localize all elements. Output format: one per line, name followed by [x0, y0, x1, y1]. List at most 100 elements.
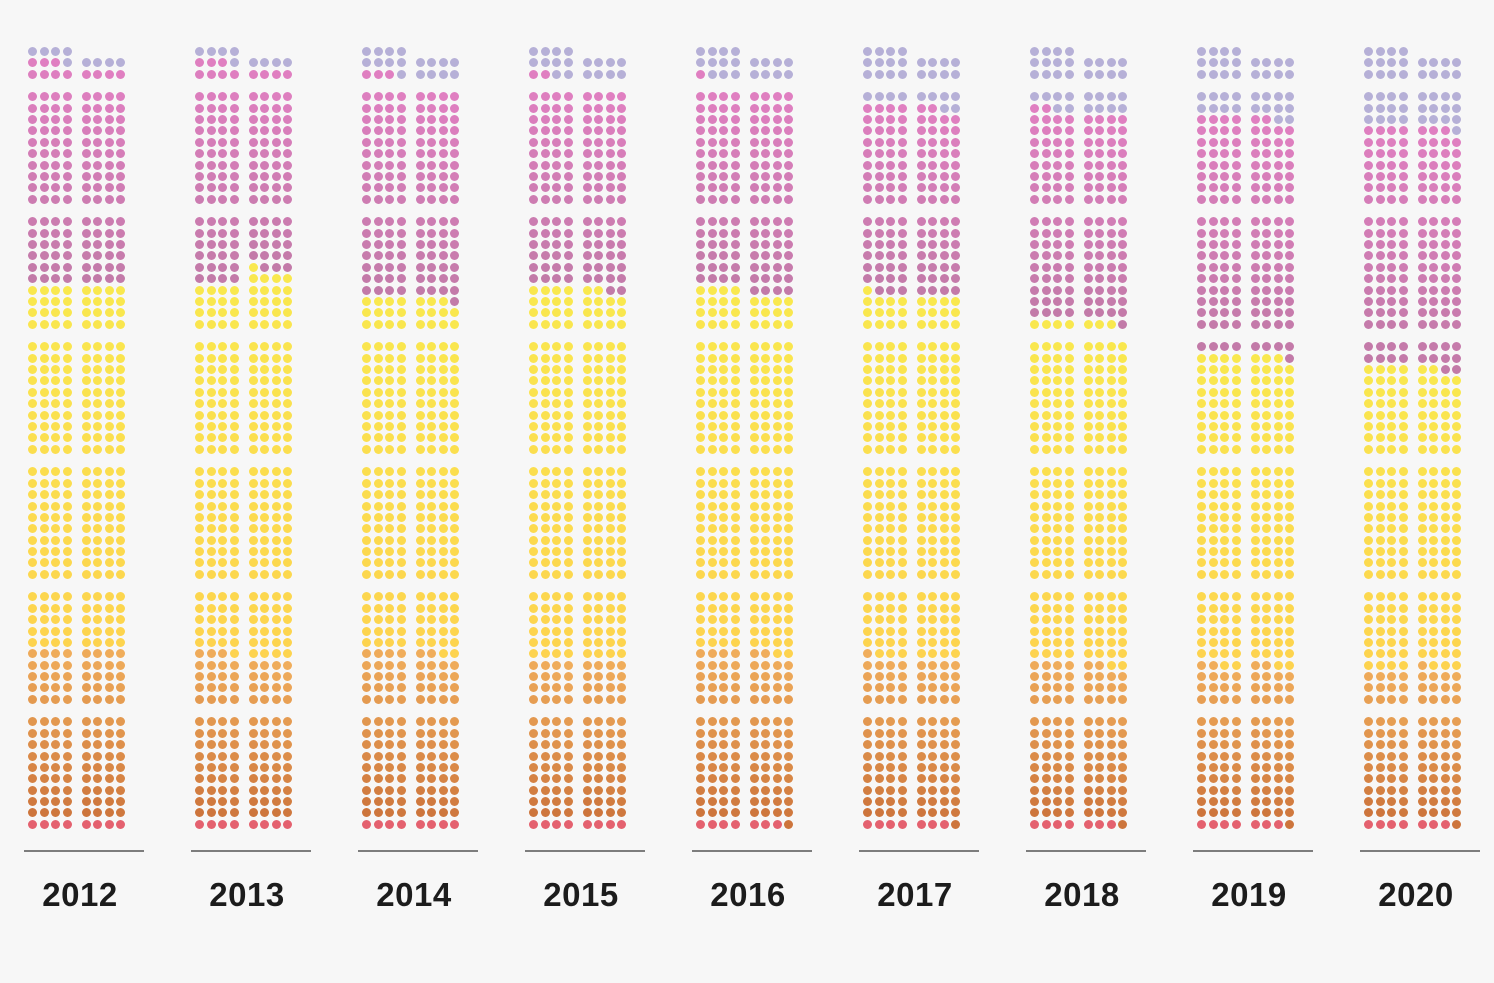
dot — [1106, 126, 1116, 136]
dot — [1030, 717, 1039, 727]
dot — [1106, 751, 1116, 761]
dot — [1220, 228, 1229, 238]
dot — [1231, 490, 1241, 500]
dot — [206, 797, 216, 807]
dot — [897, 410, 907, 420]
dot — [1398, 637, 1408, 647]
dot — [951, 376, 960, 386]
dot — [1398, 240, 1408, 250]
dot — [260, 490, 269, 500]
dot — [1417, 751, 1427, 761]
dot — [39, 399, 49, 409]
dot — [438, 558, 448, 568]
dot — [28, 728, 37, 738]
dot — [1197, 603, 1206, 613]
dot — [552, 558, 561, 568]
dot — [1083, 569, 1093, 579]
dot — [218, 683, 227, 693]
dot — [719, 92, 728, 102]
year-underline — [358, 849, 478, 852]
dot — [749, 58, 759, 68]
dot — [761, 183, 770, 193]
dot — [1398, 819, 1408, 829]
dot — [104, 149, 114, 159]
dot-block — [582, 58, 626, 79]
dot — [772, 262, 782, 272]
dot — [385, 512, 394, 522]
dot — [218, 762, 227, 772]
dot — [719, 103, 728, 113]
dot — [206, 774, 216, 784]
dot — [1250, 137, 1260, 147]
dot — [415, 183, 425, 193]
dot — [617, 410, 626, 420]
dot — [39, 740, 49, 750]
dot — [1095, 728, 1104, 738]
dot-column-pair — [863, 47, 967, 829]
dot — [916, 478, 926, 488]
dot — [1417, 115, 1427, 125]
dot — [1452, 535, 1461, 545]
dot — [271, 524, 281, 534]
dot — [563, 126, 573, 136]
dot — [719, 478, 728, 488]
dot — [784, 535, 793, 545]
dot — [373, 376, 383, 386]
dot — [928, 683, 937, 693]
dot — [1220, 172, 1229, 182]
dot — [1429, 422, 1438, 432]
dot — [719, 524, 728, 534]
dot — [1064, 262, 1074, 272]
dot — [28, 524, 37, 534]
dot — [373, 512, 383, 522]
dot — [897, 535, 907, 545]
dot — [1262, 512, 1271, 522]
dot — [951, 637, 960, 647]
dot — [730, 467, 740, 477]
dot — [916, 376, 926, 386]
dot — [1095, 58, 1104, 68]
dot — [362, 297, 371, 307]
dot — [605, 115, 615, 125]
dot — [582, 524, 592, 534]
dot — [552, 592, 561, 602]
dot — [415, 194, 425, 204]
dot — [874, 399, 884, 409]
dot — [51, 467, 60, 477]
dot — [916, 365, 926, 375]
dot — [1452, 626, 1461, 636]
dot-block — [1083, 217, 1127, 329]
dot — [1083, 183, 1093, 193]
dot — [385, 410, 394, 420]
dot — [81, 399, 91, 409]
dot — [271, 217, 281, 227]
dot — [605, 797, 615, 807]
dot — [415, 353, 425, 363]
dot — [1118, 797, 1127, 807]
dot — [427, 228, 436, 238]
dot — [1041, 297, 1051, 307]
dot — [438, 478, 448, 488]
dot — [863, 683, 872, 693]
dot — [1208, 194, 1218, 204]
dot — [951, 444, 960, 454]
dot — [1440, 558, 1450, 568]
dot — [540, 319, 550, 329]
dot — [385, 399, 394, 409]
dot — [540, 160, 550, 170]
dot — [385, 785, 394, 795]
dot — [427, 637, 436, 647]
dot — [116, 422, 125, 432]
dot — [761, 274, 770, 284]
dot — [1208, 558, 1218, 568]
dot — [696, 194, 705, 204]
dot — [707, 433, 717, 443]
dot — [1375, 262, 1385, 272]
dot — [362, 319, 371, 329]
dot — [283, 342, 292, 352]
dot — [696, 660, 705, 670]
dot — [104, 728, 114, 738]
dot — [28, 490, 37, 500]
dot — [1118, 547, 1127, 557]
dot — [195, 797, 204, 807]
